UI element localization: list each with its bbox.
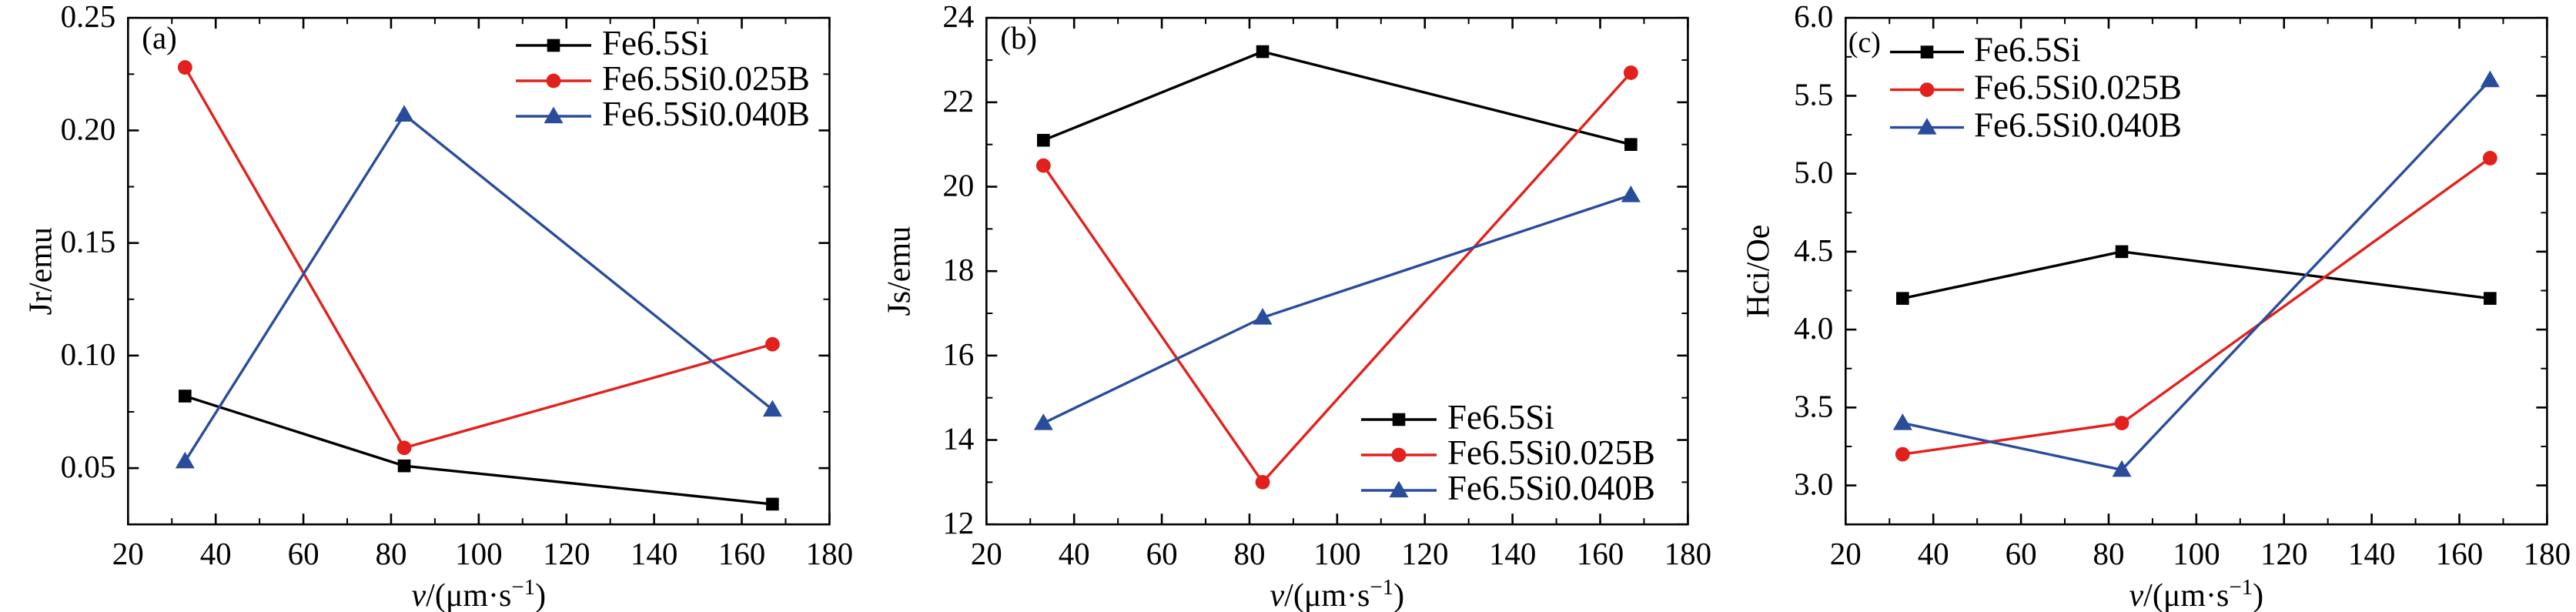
svg-text:140: 140 [1489, 536, 1536, 571]
svg-text:160: 160 [718, 536, 765, 571]
svg-text:0.05: 0.05 [61, 449, 116, 484]
svg-text:120: 120 [1401, 536, 1448, 571]
svg-text:20: 20 [1829, 536, 1861, 571]
svg-text:Jr/emu: Jr/emu [23, 227, 59, 315]
svg-text:Fe6.5Si: Fe6.5Si [1447, 398, 1554, 436]
svg-text:60: 60 [1146, 536, 1178, 571]
svg-text:100: 100 [455, 536, 502, 571]
svg-text:(b): (b) [1001, 20, 1038, 55]
svg-text:18: 18 [943, 252, 975, 287]
svg-text:100: 100 [1313, 536, 1360, 571]
svg-text:40: 40 [200, 536, 232, 571]
svg-text:20: 20 [971, 536, 1002, 571]
svg-text:120: 120 [543, 536, 590, 571]
svg-text:12: 12 [943, 505, 975, 540]
svg-text:180: 180 [806, 536, 853, 571]
svg-text:Js/emu: Js/emu [882, 226, 918, 316]
svg-text:(c): (c) [1848, 27, 1880, 59]
svg-text:16: 16 [943, 336, 975, 372]
svg-text:Hci/Oe: Hci/Oe [1741, 225, 1776, 318]
svg-text:180: 180 [2523, 536, 2570, 571]
svg-text:40: 40 [1917, 536, 1949, 571]
svg-text:22: 22 [943, 83, 975, 119]
svg-text:6.0: 6.0 [1794, 0, 1833, 34]
svg-text:120: 120 [2260, 536, 2307, 571]
svg-text:20: 20 [943, 168, 975, 203]
svg-text:24: 24 [943, 0, 975, 34]
svg-text:0.10: 0.10 [61, 336, 116, 372]
svg-text:80: 80 [1234, 536, 1266, 571]
svg-text:140: 140 [631, 536, 677, 571]
svg-text:Fe6.5Si0.040B: Fe6.5Si0.040B [1447, 469, 1655, 507]
svg-text:Fe6.5Si0.025B: Fe6.5Si0.025B [1447, 433, 1655, 472]
svg-text:14: 14 [943, 421, 975, 456]
svg-text:(a): (a) [142, 20, 177, 55]
svg-text:20: 20 [112, 536, 144, 571]
svg-text:60: 60 [2005, 536, 2036, 571]
svg-text:5.0: 5.0 [1794, 155, 1833, 190]
svg-text:4.5: 4.5 [1794, 232, 1833, 268]
svg-text:3.5: 3.5 [1794, 388, 1833, 423]
svg-text:100: 100 [2173, 536, 2220, 571]
svg-text:Fe6.5Si0.025B: Fe6.5Si0.025B [1974, 69, 2182, 107]
svg-text:Fe6.5Si: Fe6.5Si [1974, 31, 2081, 69]
svg-text:Fe6.5Si0.040B: Fe6.5Si0.040B [602, 95, 810, 133]
svg-text:3.0: 3.0 [1794, 467, 1833, 502]
svg-text:160: 160 [1577, 536, 1624, 571]
svg-text:160: 160 [2435, 536, 2482, 571]
svg-text:80: 80 [375, 536, 406, 571]
svg-text:Fe6.5Si0.025B: Fe6.5Si0.025B [602, 59, 810, 98]
svg-text:0.20: 0.20 [61, 111, 116, 146]
svg-text:Fe6.5Si: Fe6.5Si [602, 24, 709, 62]
svg-text:4.0: 4.0 [1794, 310, 1833, 346]
svg-text:0.15: 0.15 [61, 224, 116, 259]
svg-text:140: 140 [2348, 536, 2395, 571]
svg-text:40: 40 [1059, 536, 1090, 571]
svg-text:5.5: 5.5 [1794, 76, 1833, 112]
svg-text:60: 60 [288, 536, 319, 571]
svg-text:180: 180 [1664, 536, 1711, 571]
svg-text:Fe6.5Si0.040B: Fe6.5Si0.040B [1974, 106, 2182, 145]
svg-text:80: 80 [2093, 536, 2124, 571]
svg-text:0.25: 0.25 [61, 0, 116, 34]
